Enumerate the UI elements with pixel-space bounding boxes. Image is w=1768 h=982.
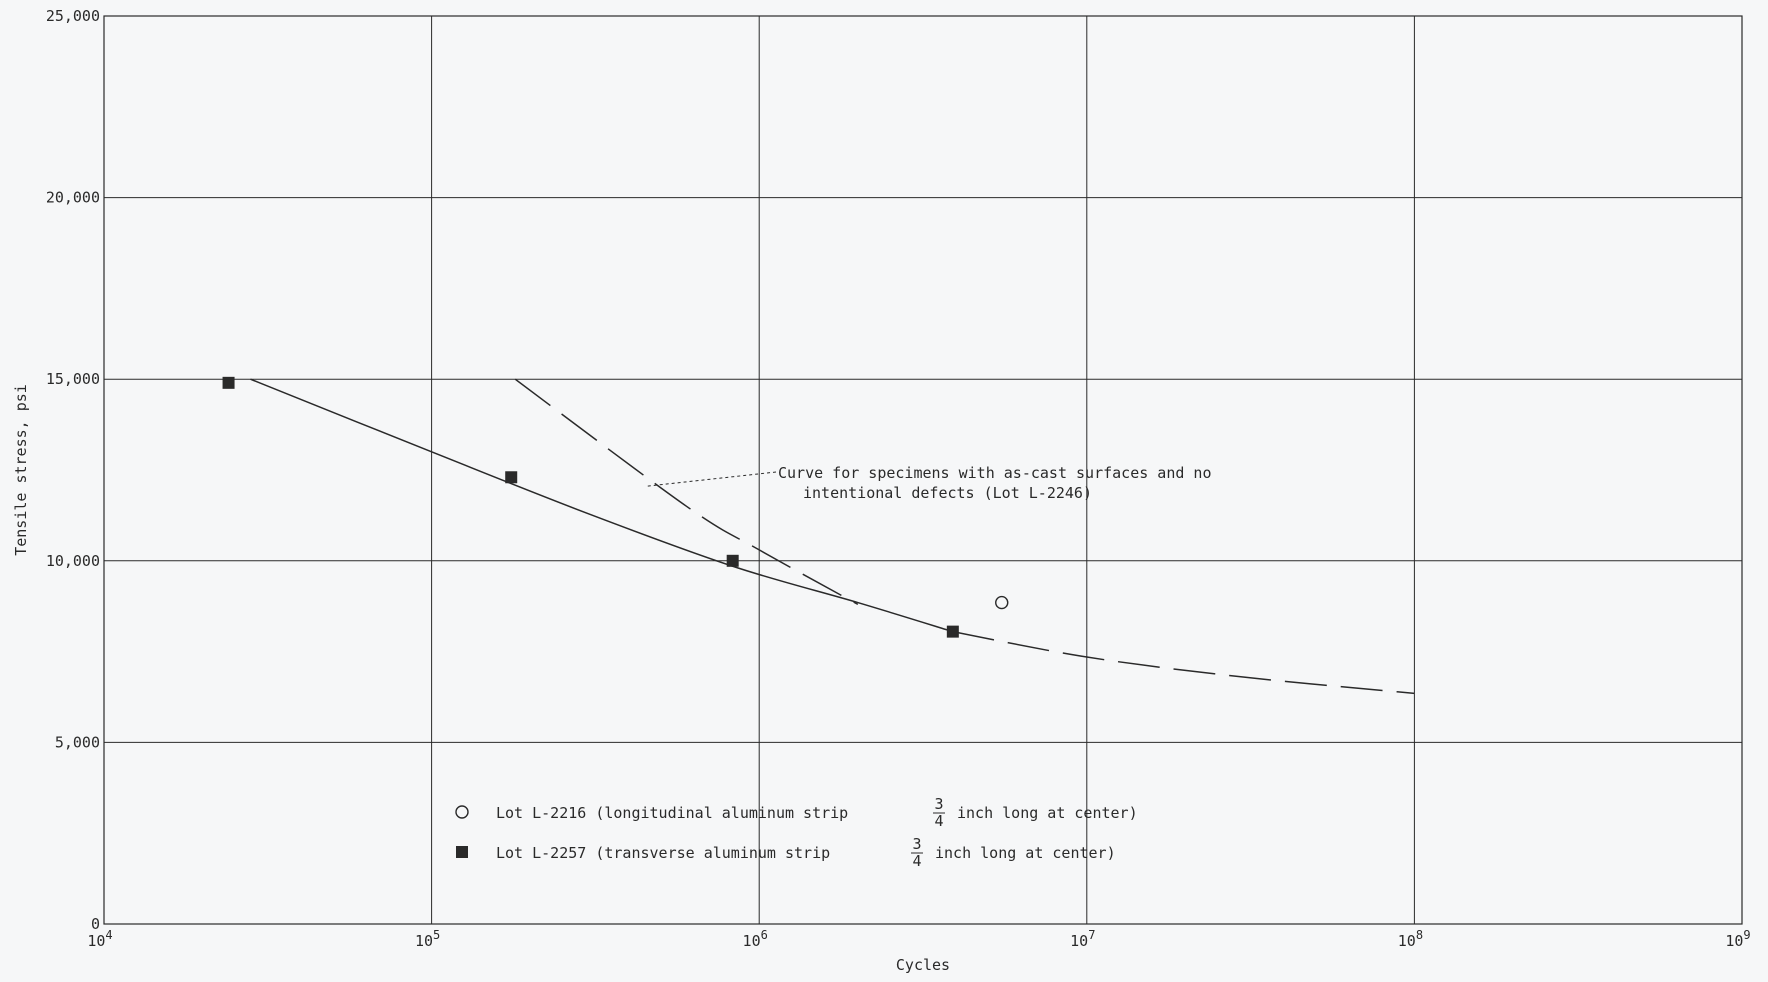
y-tick-label: 20,000 <box>46 189 100 207</box>
tick-labels: 0 5,000 10,000 15,000 20,000 25,000 104 105 106 1… <box>46 7 1751 950</box>
filled-square-marker-icon <box>456 846 468 858</box>
x-tick-label: 107 <box>1070 928 1095 950</box>
x-axis-title: Cycles <box>896 956 950 974</box>
legend: Lot L-2216 (longitudinal aluminum strip … <box>455 795 1138 870</box>
y-tick-label: 15,000 <box>46 370 100 388</box>
curves <box>250 378 1415 695</box>
legend-l2257-fraction-den: 4 <box>912 852 921 870</box>
x-tick-label: 106 <box>743 928 768 950</box>
annotation-line-1: Curve for specimens with as-cast surface… <box>778 464 1211 482</box>
filled-square-point <box>505 471 518 484</box>
y-tick-label: 5,000 <box>55 733 100 751</box>
legend-l2257-fraction-num: 3 <box>912 835 921 853</box>
legend-l2257-prefix: Lot L-2257 (transverse aluminum strip <box>496 844 830 862</box>
x-tick-label: 104 <box>87 928 112 950</box>
plot-frame <box>103 15 1743 925</box>
y-axis-title: Tensile stress, psi <box>12 384 30 556</box>
annotation-leader-line <box>645 471 777 487</box>
annotation-line-2: intentional defects (Lot L-2246) <box>803 484 1092 502</box>
data-points <box>222 376 1009 638</box>
filled-square-point <box>222 376 235 389</box>
grid <box>103 15 1743 925</box>
x-tick-label: 105 <box>415 928 440 950</box>
legend-item-l2216: Lot L-2216 (longitudinal aluminum strip … <box>455 795 1138 830</box>
open-circle-marker-icon <box>455 805 469 819</box>
legend-l2257-suffix: inch long at center) <box>935 844 1116 862</box>
stress-curve-dashed <box>952 630 1415 695</box>
x-tick-label: 108 <box>1398 928 1423 950</box>
y-tick-label: 25,000 <box>46 7 100 25</box>
legend-item-l2257: Lot L-2257 (transverse aluminum strip 3 … <box>456 835 1116 870</box>
as-cast-curve-dashed <box>514 378 859 606</box>
legend-l2216-suffix: inch long at center) <box>957 804 1138 822</box>
stress-curve-solid <box>250 378 954 633</box>
filled-square-point <box>946 625 959 638</box>
filled-square-point <box>726 554 739 567</box>
annotation: Curve for specimens with as-cast surface… <box>645 464 1211 502</box>
open-circle-point <box>995 595 1009 610</box>
y-tick-label: 10,000 <box>46 552 100 570</box>
legend-l2216-prefix: Lot L-2216 (longitudinal aluminum strip <box>496 804 848 822</box>
legend-l2216-fraction-num: 3 <box>934 795 943 813</box>
legend-l2216-fraction-den: 4 <box>934 812 943 830</box>
y-tick-label: 0 <box>91 915 100 933</box>
x-tick-label: 109 <box>1725 928 1750 950</box>
